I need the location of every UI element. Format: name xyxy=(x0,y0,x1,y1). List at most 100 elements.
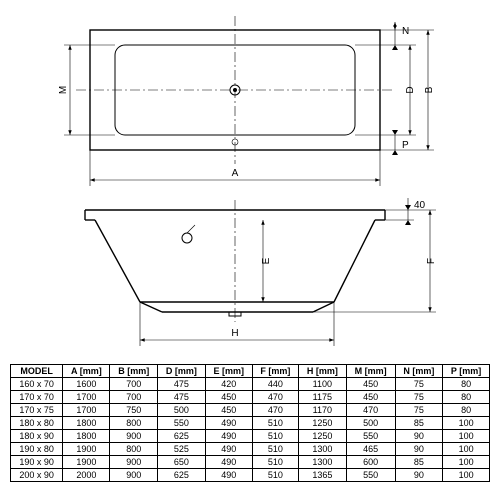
dim-D-label: D xyxy=(405,86,416,93)
cell: 100 xyxy=(443,469,490,482)
table-row: 200 x 902000900625490510136555090100 xyxy=(11,469,490,482)
cell: 170 x 75 xyxy=(11,404,63,417)
cell: 75 xyxy=(395,391,443,404)
dim-F-label: F xyxy=(426,258,437,264)
cell: 510 xyxy=(252,469,298,482)
col-header: F [mm] xyxy=(252,365,298,378)
cell: 750 xyxy=(110,404,158,417)
table-row: 160 x 70160070047542044011004507580 xyxy=(11,378,490,391)
cell: 510 xyxy=(252,417,298,430)
cell: 490 xyxy=(205,469,252,482)
cell: 80 xyxy=(443,391,490,404)
table-row: 190 x 801900800525490510130046590100 xyxy=(11,443,490,456)
cell: 180 x 90 xyxy=(11,430,63,443)
cell: 490 xyxy=(205,456,252,469)
cell: 190 x 80 xyxy=(11,443,63,456)
dimension-table: MODELA [mm]B [mm]D [mm]E [mm]F [mm]H [mm… xyxy=(10,364,490,482)
cell: 180 x 80 xyxy=(11,417,63,430)
cell: 100 xyxy=(443,430,490,443)
cell: 800 xyxy=(110,417,158,430)
col-header: N [mm] xyxy=(395,365,443,378)
cell: 80 xyxy=(443,378,490,391)
cell: 490 xyxy=(205,443,252,456)
cell: 1800 xyxy=(63,430,110,443)
dim-H-label: H xyxy=(231,328,238,339)
cell: 490 xyxy=(205,417,252,430)
dim-P-label: P xyxy=(402,140,409,151)
cell: 420 xyxy=(205,378,252,391)
table-header-row: MODELA [mm]B [mm]D [mm]E [mm]F [mm]H [mm… xyxy=(11,365,490,378)
col-header: P [mm] xyxy=(443,365,490,378)
cell: 75 xyxy=(395,378,443,391)
cell: 510 xyxy=(252,456,298,469)
cell: 800 xyxy=(110,443,158,456)
dim-E-label: E xyxy=(261,257,272,264)
cell: 450 xyxy=(205,391,252,404)
col-header: MODEL xyxy=(11,365,63,378)
cell: 475 xyxy=(158,378,206,391)
cell: 90 xyxy=(395,443,443,456)
cell: 1365 xyxy=(299,469,347,482)
cell: 1600 xyxy=(63,378,110,391)
dim-B-label: B xyxy=(424,86,435,93)
cell: 1100 xyxy=(299,378,347,391)
cell: 160 x 70 xyxy=(11,378,63,391)
cell: 500 xyxy=(158,404,206,417)
cell: 1700 xyxy=(63,391,110,404)
cell: 80 xyxy=(443,404,490,417)
cell: 85 xyxy=(395,417,443,430)
cell: 700 xyxy=(110,391,158,404)
cell: 1900 xyxy=(63,456,110,469)
dim-A-label: A xyxy=(232,168,239,179)
cell: 1800 xyxy=(63,417,110,430)
col-header: A [mm] xyxy=(63,365,110,378)
cell: 900 xyxy=(110,456,158,469)
cell: 440 xyxy=(252,378,298,391)
cell: 100 xyxy=(443,456,490,469)
cell: 1900 xyxy=(63,443,110,456)
cell: 85 xyxy=(395,456,443,469)
cell: 465 xyxy=(346,443,395,456)
col-header: D [mm] xyxy=(158,365,206,378)
cell: 1250 xyxy=(299,430,347,443)
technical-drawing: ABDMNPHEF40 xyxy=(10,10,490,360)
cell: 2000 xyxy=(63,469,110,482)
cell: 1300 xyxy=(299,456,347,469)
cell: 650 xyxy=(158,456,206,469)
table-row: 170 x 75170075050045047011704707580 xyxy=(11,404,490,417)
cell: 625 xyxy=(158,469,206,482)
cell: 1170 xyxy=(299,404,347,417)
cell: 625 xyxy=(158,430,206,443)
drawing-svg: ABDMNPHEF40 xyxy=(10,10,490,360)
col-header: B [mm] xyxy=(110,365,158,378)
cell: 470 xyxy=(252,404,298,417)
table-row: 170 x 70170070047545047011754507580 xyxy=(11,391,490,404)
dim-rim-label: 40 xyxy=(414,200,426,211)
cell: 525 xyxy=(158,443,206,456)
cell: 700 xyxy=(110,378,158,391)
cell: 510 xyxy=(252,443,298,456)
cell: 90 xyxy=(395,469,443,482)
table-row: 180 x 801800800550490510125050085100 xyxy=(11,417,490,430)
cell: 200 x 90 xyxy=(11,469,63,482)
cell: 190 x 90 xyxy=(11,456,63,469)
cell: 475 xyxy=(158,391,206,404)
cell: 170 x 70 xyxy=(11,391,63,404)
cell: 490 xyxy=(205,430,252,443)
cell: 510 xyxy=(252,430,298,443)
cell: 550 xyxy=(346,469,395,482)
cell: 100 xyxy=(443,417,490,430)
table-row: 190 x 901900900650490510130060085100 xyxy=(11,456,490,469)
cell: 1175 xyxy=(299,391,347,404)
cell: 450 xyxy=(205,404,252,417)
cell: 1700 xyxy=(63,404,110,417)
col-header: H [mm] xyxy=(299,365,347,378)
col-header: M [mm] xyxy=(346,365,395,378)
col-header: E [mm] xyxy=(205,365,252,378)
cell: 90 xyxy=(395,430,443,443)
cell: 900 xyxy=(110,430,158,443)
cell: 500 xyxy=(346,417,395,430)
cell: 550 xyxy=(346,430,395,443)
cell: 600 xyxy=(346,456,395,469)
cell: 75 xyxy=(395,404,443,417)
